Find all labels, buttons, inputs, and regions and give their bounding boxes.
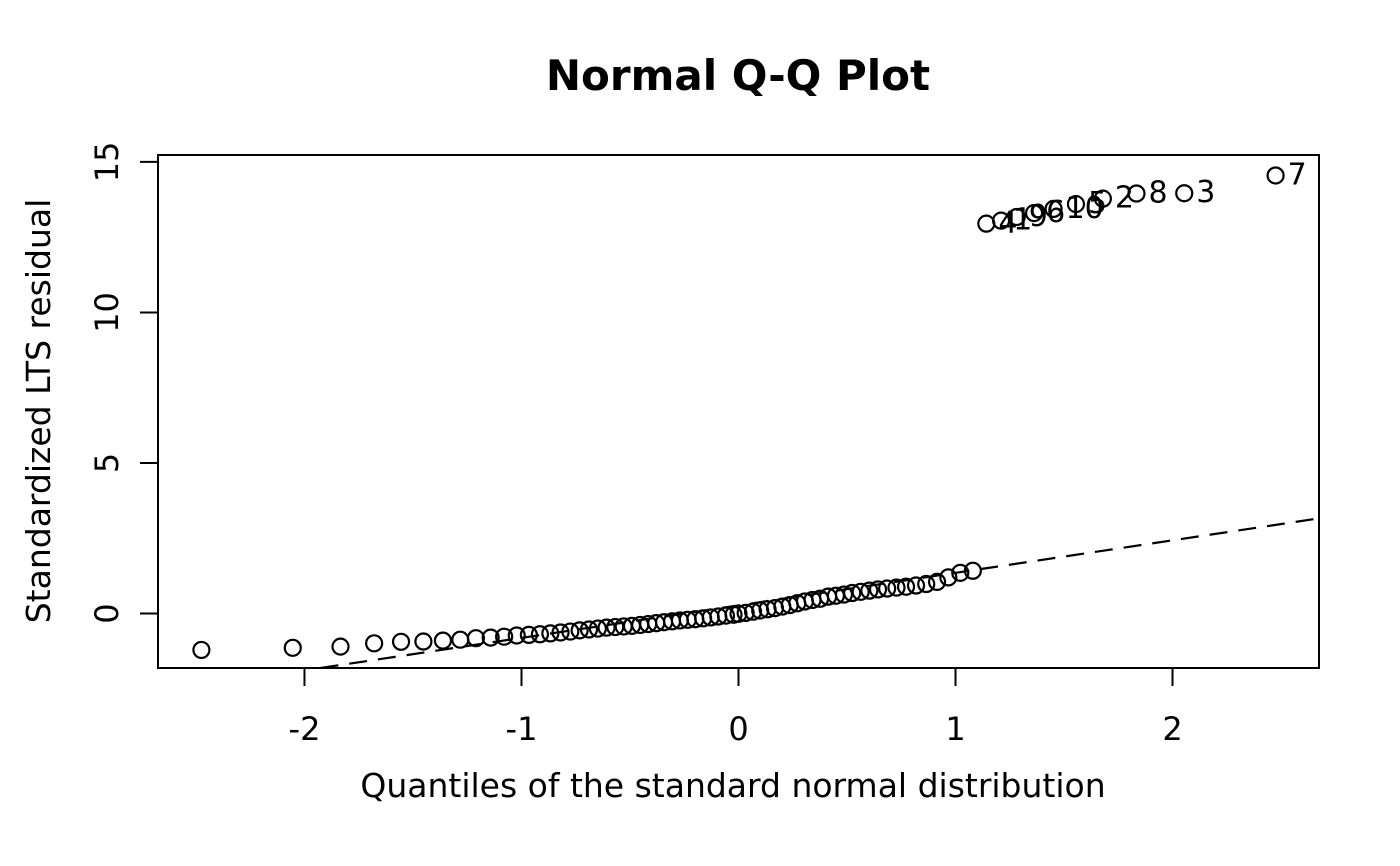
data-point-marker — [597, 618, 616, 637]
data-point-marker — [365, 634, 384, 653]
data-point-marker — [896, 577, 916, 596]
data-point-marker — [561, 622, 580, 641]
data-point-marker — [927, 572, 947, 591]
data-point-marker — [1007, 207, 1026, 227]
outlier-point-label: 7 — [1288, 157, 1307, 192]
data-point-marker — [1093, 189, 1112, 208]
data-point-marker — [541, 624, 560, 643]
plot-box — [157, 154, 1320, 669]
outlier-point-label: 2 — [1115, 181, 1134, 216]
data-point-marker — [1024, 204, 1044, 223]
data-point-marker — [1266, 166, 1285, 185]
chart-title: Normal Q-Q Plot — [546, 51, 930, 100]
data-point-marker — [192, 640, 211, 660]
data-point-marker — [1066, 194, 1086, 214]
x-tick-label: -2 — [289, 710, 321, 748]
x-tick-label: 2 — [1162, 710, 1182, 748]
data-point-marker — [519, 625, 538, 644]
y-axis-label: Standardized LTS residual — [19, 199, 58, 624]
outlier-point-label: 10 — [1066, 191, 1104, 226]
data-point-marker — [917, 574, 936, 594]
data-point-marker — [551, 623, 570, 642]
y-tick-label: 10 — [88, 292, 126, 333]
outlier-point-label: 1 — [1013, 203, 1032, 238]
y-tick-label: 0 — [88, 603, 126, 623]
data-point-marker — [495, 627, 514, 646]
data-point-marker — [579, 620, 599, 639]
data-point-marker — [530, 625, 550, 644]
y-tick-label: 15 — [88, 142, 126, 183]
outlier-point-label: 6 — [1046, 195, 1065, 230]
data-point-marker — [977, 214, 996, 233]
data-point-marker — [939, 568, 958, 587]
data-point-marker — [451, 630, 470, 649]
data-point-marker — [507, 626, 526, 645]
data-point-marker — [851, 582, 870, 601]
x-tick-label: 0 — [728, 710, 748, 748]
y-tick-label: 5 — [88, 453, 126, 473]
data-point-marker — [1175, 184, 1194, 203]
data-point-marker — [868, 580, 888, 599]
data-point-marker — [391, 632, 411, 651]
outlier-point-label: 5 — [1088, 186, 1107, 221]
outlier-point-label: 4 — [998, 206, 1017, 241]
data-point-marker — [887, 578, 906, 597]
data-point-marker — [860, 581, 879, 600]
data-point-marker — [716, 606, 736, 625]
data-point-marker — [834, 585, 854, 604]
data-point-marker — [414, 632, 433, 651]
data-point-marker — [481, 628, 500, 647]
data-point-marker — [729, 604, 748, 623]
outlier-point-label: 8 — [1148, 176, 1167, 211]
data-point-marker — [570, 621, 589, 640]
outlier-point-label: 3 — [1196, 175, 1215, 210]
data-point-marker — [878, 579, 897, 598]
data-point-marker — [963, 561, 982, 580]
data-point-marker — [331, 637, 350, 656]
data-point-marker — [1127, 184, 1146, 203]
data-point-marker — [906, 576, 926, 595]
data-point-marker — [283, 638, 302, 657]
data-point-marker — [466, 629, 486, 648]
x-axis-label: Quantiles of the standard normal distrib… — [360, 766, 1105, 805]
data-point-marker — [433, 631, 453, 650]
data-point-marker — [588, 619, 607, 638]
data-point-marker — [843, 583, 862, 603]
data-point-marker — [951, 563, 970, 582]
data-point-marker — [1044, 199, 1063, 218]
outlier-point-label: 9 — [1029, 199, 1048, 234]
x-tick-label: -1 — [506, 710, 538, 748]
x-tick-label: 1 — [945, 710, 965, 748]
